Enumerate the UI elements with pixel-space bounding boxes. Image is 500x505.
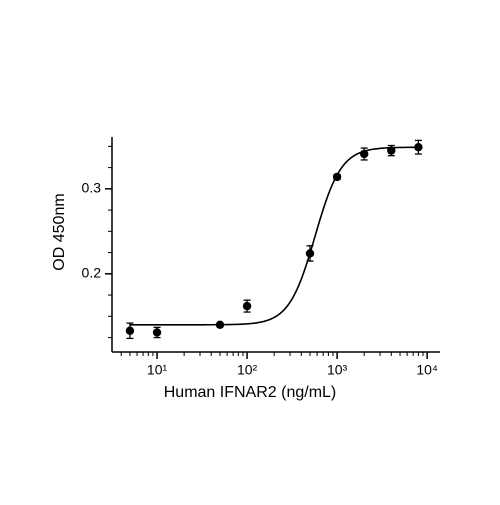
x-tick-label: 10⁴ [416,362,438,378]
x-tick-label: 10² [237,362,258,378]
data-point [359,149,369,159]
x-tick-label: 10³ [327,362,348,378]
fit-curve [129,146,419,326]
y-axis-label: OD 450nm [51,193,68,270]
data-point [125,326,135,335]
data-point [305,249,315,258]
data-point [215,320,225,330]
data-point [414,142,423,152]
x-axis-label: Human IFNAR2 (ng/mL) [164,384,337,401]
data-point [152,328,162,337]
y-tick-label: 0.3 [82,180,102,196]
x-tick-label: 10¹ [147,362,168,378]
y-tick-label: 0.2 [82,265,102,281]
data-point [332,172,342,182]
data-point [387,146,396,155]
data-point [242,301,252,311]
